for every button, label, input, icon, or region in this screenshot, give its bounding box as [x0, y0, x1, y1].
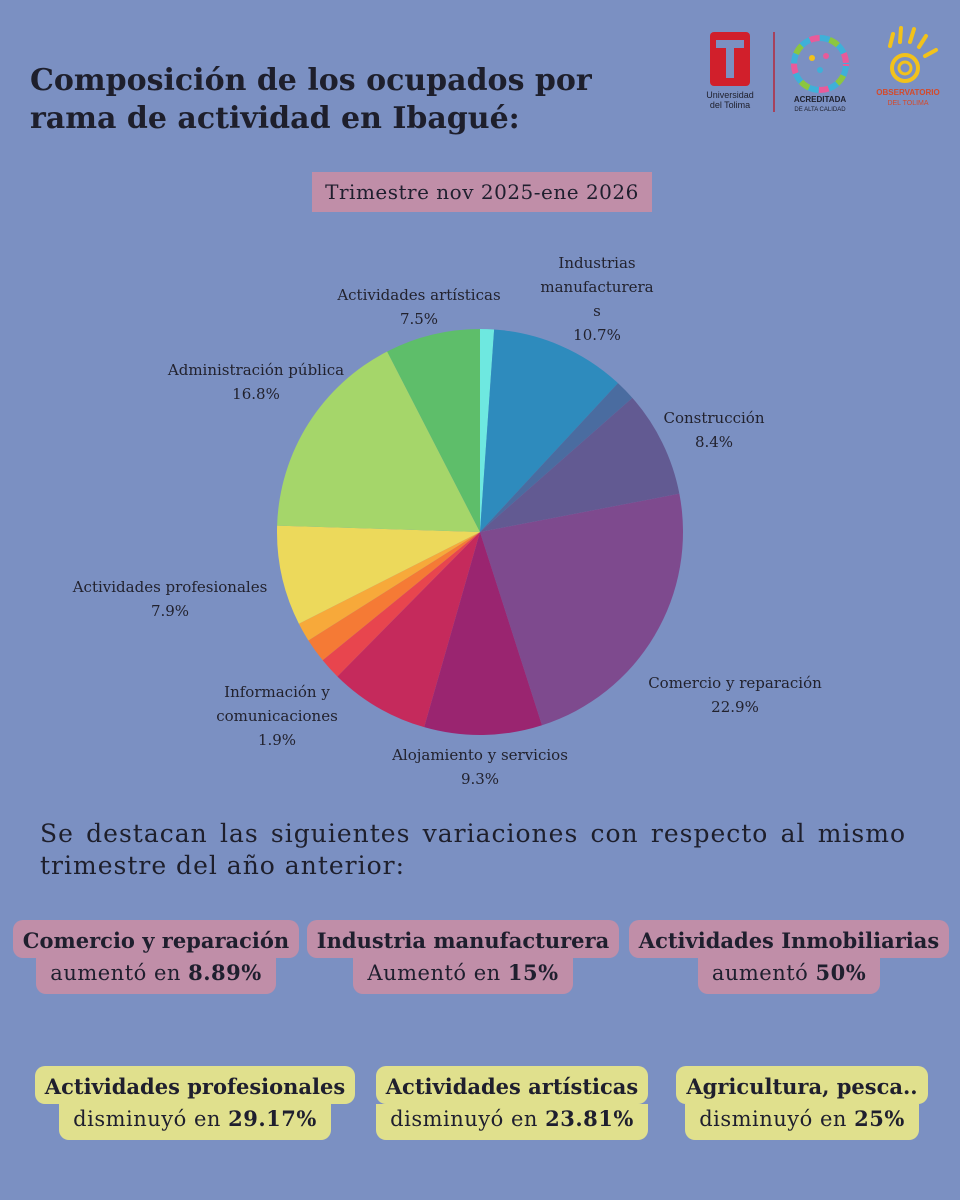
highlight-card: Agricultura, pesca.. disminuyó en 25% [672, 1066, 932, 1140]
highlight-title: Actividades profesionales [34, 1066, 356, 1104]
period-badge: Trimestre nov 2025-ene 2026 [312, 172, 652, 212]
slice-label: Alojamiento y servicios 9.3% [391, 746, 568, 788]
highlight-title: Agricultura, pesca.. [676, 1066, 928, 1104]
slice-label-line: Actividades artísticas [336, 286, 500, 304]
slice-label-line: Comercio y reparación [648, 674, 822, 692]
pie-slice [480, 383, 633, 532]
acc-line-1: ACREDITADA [794, 95, 847, 104]
slice-label-line: Actividades profesionales [72, 578, 268, 596]
pie-labels: Actividades artísticas 7.5% Industrias manu… [72, 254, 822, 788]
pie-slice [277, 351, 480, 532]
page-title: Composición de los ocupados por rama de … [30, 62, 630, 138]
slice-label: Administración pública 16.8% [167, 361, 344, 403]
slice-label: Actividades artísticas 7.5% [336, 286, 500, 328]
highlight-title: Actividades Inmobiliarias [628, 920, 950, 958]
slice-label: Industrias manufacturera s 10.7% [540, 254, 653, 344]
pie-slice [387, 329, 480, 532]
ut-name-1: Universidad [706, 90, 754, 100]
pie-slice [480, 329, 618, 532]
highlight-value: 50% [815, 960, 867, 985]
pie-slice [480, 329, 495, 532]
slice-label: Información y comunicaciones 1.9% [216, 683, 338, 749]
highlight-desc: aumentó [711, 961, 816, 985]
highlight-desc: disminuyó en [699, 1107, 855, 1131]
highlight-title: Actividades artísticas [375, 1066, 649, 1104]
highlight-value: 15% [507, 960, 559, 985]
highlight-card: Actividades artísticas disminuyó en 23.8… [372, 1066, 652, 1140]
ut-name-2: del Tolima [710, 100, 750, 110]
highlight-text: aumentó 50% [697, 958, 881, 994]
highlight-title: Comercio y reparación [12, 920, 300, 958]
title-line-2: rama de actividad en Ibagué: [30, 101, 520, 136]
pie-slice [298, 532, 480, 641]
highlight-text: disminuyó en 29.17% [59, 1104, 331, 1140]
slice-label-line: manufacturera [540, 278, 653, 296]
observatorio-logo: OBSERVATORIO DEL TOLIMA [876, 26, 940, 107]
logo-group: Universidad del Tolima ACREDITADA DE ALT… [706, 26, 940, 113]
pie-slice [276, 525, 480, 624]
highlight-card: Actividades profesionales disminuyó en 2… [28, 1066, 362, 1140]
pie-slice [424, 532, 542, 736]
obs-line-1: OBSERVATORIO [876, 88, 939, 97]
slice-label-line: Información y [224, 683, 330, 701]
highlight-desc: Aumentó en [367, 961, 508, 985]
slice-label-line: Industrias [558, 254, 635, 272]
pie-slice [337, 532, 480, 728]
highlight-value: 23.81% [545, 1106, 634, 1131]
slice-label: Comercio y reparación 22.9% [648, 674, 822, 716]
highlight-card: Actividades Inmobiliarias aumentó 50% [624, 920, 954, 994]
pie-slice [322, 532, 480, 677]
pie-slice [480, 493, 684, 726]
highlight-desc: aumentó en [50, 961, 189, 985]
highlight-value: 8.89% [188, 960, 262, 985]
acc-line-2: DE ALTA CALIDAD [794, 107, 846, 113]
slice-label-line: Administración pública [167, 361, 344, 379]
slice-label-line: 7.5% [400, 310, 438, 328]
highlight-text: disminuyó en 25% [685, 1104, 919, 1140]
highlight-desc: disminuyó en [73, 1107, 229, 1131]
pie-slices [276, 329, 684, 736]
pie-slice [308, 532, 480, 661]
highlight-value: 25% [854, 1106, 905, 1131]
slice-label-line: s [593, 302, 601, 320]
pie-slice [480, 397, 680, 532]
highlight-card: Industria manufacturera Aumentó en 15% [304, 920, 622, 994]
title-line-1: Composición de los ocupados por [30, 63, 592, 98]
slice-label-line: comunicaciones [216, 707, 338, 725]
highlight-title: Industria manufacturera [306, 920, 620, 958]
slice-label-line: 22.9% [711, 698, 759, 716]
slice-label-line: 10.7% [573, 326, 621, 344]
highlight-desc: disminuyó en [390, 1107, 546, 1131]
highlight-text: aumentó en 8.89% [36, 958, 276, 994]
intro-text: Se destacan las siguientes variaciones c… [40, 819, 906, 880]
logos: Universidad del Tolima ACREDITADA DE ALT… [690, 20, 950, 120]
slice-label-line: 8.4% [695, 433, 733, 451]
slice-label-line: Construcción [663, 409, 764, 427]
slice-label-line: 1.9% [258, 731, 296, 749]
slice-label: Construcción 8.4% [663, 409, 764, 451]
slice-label-line: 7.9% [151, 602, 189, 620]
highlight-text: Aumentó en 15% [353, 958, 573, 994]
highlight-card: Comercio y reparación aumentó en 8.89% [10, 920, 302, 994]
slice-label-line: 16.8% [232, 385, 280, 403]
slice-label-line: 9.3% [461, 770, 499, 788]
slice-label-line: Alojamiento y servicios [391, 746, 568, 764]
highlight-value: 29.17% [228, 1106, 317, 1131]
acreditada-logo: ACREDITADA DE ALTA CALIDAD [791, 35, 849, 113]
obs-line-2: DEL TOLIMA [887, 100, 928, 107]
slice-label: Actividades profesionales 7.9% [72, 578, 268, 620]
highlight-text: disminuyó en 23.81% [376, 1104, 648, 1140]
pie-chart: Actividades artísticas 7.5% Industrias manu… [72, 254, 822, 788]
universidad-tolima-logo: Universidad del Tolima [706, 32, 754, 110]
